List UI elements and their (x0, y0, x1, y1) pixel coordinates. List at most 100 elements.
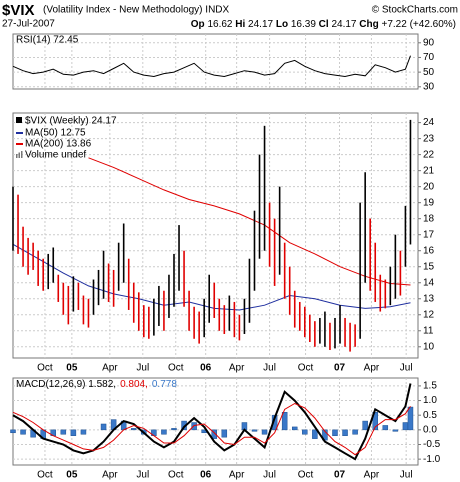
y-tick-label: 0.0 (423, 424, 437, 435)
x-tick-label: 05 (66, 363, 78, 374)
y-tick-label: 12 (423, 309, 435, 320)
quote: Op 16.62 Hi 24.17 Lo 16.39 Cl 24.17 Chg … (191, 19, 456, 30)
y-tick-label: 18 (423, 213, 435, 224)
legend-title: $VIX (Weekly) 24.17 (25, 116, 117, 127)
y-tick-label: 23 (423, 133, 435, 144)
x-tick-label: Jul (263, 363, 276, 374)
y-tick-label: 0.5 (423, 410, 437, 421)
histogram-bar (281, 412, 288, 431)
x-tick-label: 06 (200, 363, 212, 374)
legend-entry: 0.778 (152, 379, 177, 390)
x-tick-label: Apr (364, 363, 380, 374)
quote-label: Hi (235, 19, 245, 30)
quote-label: Op (191, 19, 205, 30)
credit: © StockCharts.com (372, 5, 458, 16)
x-tick-label: Jul (400, 363, 413, 374)
x-tick-label: Oct (298, 363, 314, 374)
histogram-bar (70, 429, 77, 436)
y-tick-label: 50 (423, 67, 435, 78)
histogram-bar (171, 428, 177, 431)
x-tick-label: 07 (334, 363, 346, 374)
histogram-bar (60, 429, 67, 435)
panel-label: MACD(12,26,9) 1.582, 0.804, 0.778 (16, 379, 177, 390)
y-tick-label: 13 (423, 293, 435, 304)
panel-frame (12, 377, 419, 466)
security-name: (Volatility Index - New Methodology) IND… (43, 5, 230, 16)
x-tick-label: Oct (168, 470, 184, 481)
quote-value: 24.17 (331, 19, 356, 30)
quote-value: 16.39 (291, 19, 316, 30)
quote-label: Lo (276, 19, 288, 30)
histogram-bar (100, 423, 107, 431)
x-tick-label: Jul (263, 470, 276, 481)
y-tick-label: 21 (423, 165, 435, 176)
histogram-bar (382, 425, 389, 431)
x-tick-label: 06 (200, 470, 212, 481)
macd-line (12, 402, 411, 456)
histogram-bar (407, 406, 414, 431)
x-tick-label: Jul (136, 470, 149, 481)
histogram-bar (342, 429, 348, 436)
histogram-bar (392, 429, 399, 432)
legend-entry: MA(50) 12.75 (25, 128, 86, 139)
volume-note: Volume undef (25, 150, 86, 161)
x-tick-label: Oct (298, 470, 314, 481)
histogram-bar (10, 429, 16, 434)
panel-label: RSI(14) 72.45 (16, 35, 79, 46)
y-tick-label: 24 (423, 117, 435, 128)
volume-icon (18, 152, 20, 158)
y-tick-label: 22 (423, 149, 435, 160)
histogram-bar (312, 429, 318, 439)
moving-average (88, 157, 411, 286)
x-tick-label: Jul (136, 363, 149, 374)
quote-value: +7.22 (+42.60%) (382, 19, 457, 30)
histogram-bar (211, 429, 217, 439)
histogram-bar (221, 429, 228, 438)
legend-entry: MA(200) 13.86 (25, 139, 92, 150)
x-tick-label: Apr (364, 470, 380, 481)
symbol: $VIX (2, 2, 35, 19)
y-tick-label: 15 (423, 261, 435, 272)
y-tick-label: -0.5 (423, 439, 441, 450)
histogram-bar (291, 426, 298, 431)
y-tick-label: 30 (423, 81, 435, 92)
y-tick-label: 11 (423, 325, 434, 336)
x-tick-label: 05 (66, 470, 78, 481)
histogram-bar (352, 429, 358, 435)
y-tick-label: 16 (423, 245, 435, 256)
legend-swatch (16, 117, 22, 123)
x-tick-label: Oct (37, 363, 53, 374)
legend-entry: MACD(12,26,9) 1.582, (16, 379, 116, 390)
y-tick-label: 1.0 (423, 395, 437, 406)
x-tick-label: Oct (168, 363, 184, 374)
y-tick-label: 14 (423, 277, 435, 288)
legend-entry: 0.804, (120, 379, 148, 390)
y-tick-label: 10 (423, 341, 435, 352)
x-tick-label: 07 (334, 470, 346, 481)
histogram-bar (80, 429, 87, 435)
x-tick-label: Apr (229, 363, 245, 374)
histogram-bar (251, 429, 258, 432)
macd-line (12, 383, 412, 461)
quote-label: Cl (319, 19, 329, 30)
y-tick-label: -1.0 (423, 454, 441, 465)
volume-icon (16, 154, 18, 158)
histogram-bar (20, 429, 26, 435)
y-tick-label: 17 (423, 229, 435, 240)
x-tick-label: Apr (102, 363, 118, 374)
quote-label: Chg (359, 19, 378, 30)
y-tick-label: 20 (423, 181, 435, 192)
volume-icon (21, 151, 23, 158)
histogram-bar (332, 429, 338, 436)
y-tick-label: 70 (423, 52, 435, 63)
histogram-bar (402, 422, 409, 431)
histogram-bar (261, 429, 268, 435)
x-tick-label: Jul (400, 470, 413, 481)
quote-value: 16.62 (207, 19, 232, 30)
histogram-bar (130, 428, 137, 431)
y-tick-label: 1.5 (423, 381, 437, 392)
date: 27-Jul-2007 (2, 19, 55, 30)
histogram-bar (362, 420, 368, 431)
histogram-bar (161, 429, 167, 435)
